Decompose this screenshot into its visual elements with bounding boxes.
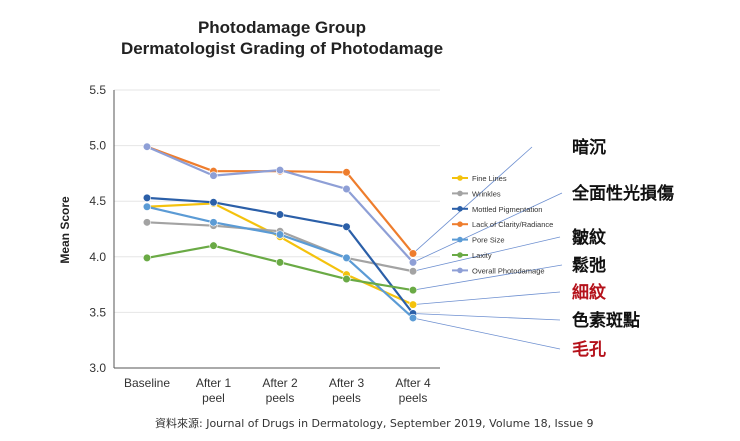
legend-item-lack-of-clarity-radiance: Lack of Clarity/Radiance xyxy=(452,220,553,229)
legend-item-laxity: Laxity xyxy=(452,251,492,260)
annotation-label-1: 暗沉 xyxy=(572,137,606,158)
data-point xyxy=(275,258,285,267)
legend-label: Wrinkles xyxy=(472,189,501,198)
data-point xyxy=(408,249,418,258)
legend-swatch-marker xyxy=(457,252,463,258)
annotation-label-6: 色素斑點 xyxy=(572,310,640,331)
legend-label: Lack of Clarity/Radiance xyxy=(472,220,553,229)
series-mottled-pigmentation xyxy=(142,193,418,318)
series-laxity xyxy=(142,241,418,295)
data-point xyxy=(142,142,152,151)
x-tick-label: After 2 xyxy=(262,376,298,390)
annotation-leader-2 xyxy=(412,192,563,263)
data-point xyxy=(142,253,152,263)
legend-swatch-marker xyxy=(457,236,463,243)
annotation-leader-4 xyxy=(412,264,563,291)
y-tick-label: 4.0 xyxy=(89,250,106,264)
legend-item-overall-photodamage: Overall Photodamage xyxy=(452,266,545,275)
data-point xyxy=(342,184,351,194)
source-citation: 資料來源: Journal of Drugs in Dermatology, S… xyxy=(155,416,594,430)
annotation-leader-lines xyxy=(412,146,563,350)
chart-title-line-1: Photodamage Group xyxy=(198,18,366,37)
x-tick-label: peels xyxy=(332,391,361,405)
y-tick-label: 5.5 xyxy=(89,83,106,97)
annotation-leader-3 xyxy=(412,236,561,272)
annotation-label-2: 全面性光損傷 xyxy=(571,183,674,204)
series-pore-size xyxy=(142,202,418,323)
data-point xyxy=(342,274,351,284)
annotation-leader-1 xyxy=(412,146,533,254)
x-tick-label: After 4 xyxy=(395,376,431,390)
data-point xyxy=(342,253,351,263)
legend-item-wrinkles: Wrinkles xyxy=(452,189,501,198)
data-point xyxy=(275,210,285,219)
annotation-label-3: 皺紋 xyxy=(571,227,606,248)
y-tick-label: 4.5 xyxy=(89,194,106,208)
chart-legend: Fine Lines Wrinkles Mottled Pigmentation La… xyxy=(452,174,553,275)
data-point xyxy=(209,198,218,207)
annotation-label-5: 細紋 xyxy=(572,282,606,303)
data-point xyxy=(342,222,351,231)
legend-swatch-marker xyxy=(457,175,463,181)
data-point xyxy=(408,286,418,295)
y-tick-label: 3.5 xyxy=(89,305,106,319)
annotation-label-4: 鬆弛 xyxy=(572,255,606,276)
data-point xyxy=(408,267,418,276)
legend-item-mottled-pigmentation: Mottled Pigmentation xyxy=(452,205,542,214)
x-tick-label: After 1 xyxy=(196,376,232,390)
annotation-leader-5 xyxy=(412,291,561,306)
data-point xyxy=(408,300,418,309)
legend-label: Mottled Pigmentation xyxy=(472,205,542,214)
data-point xyxy=(342,168,351,177)
y-axis-ticks: 3.0 3.5 4.0 4.5 5.0 5.5 xyxy=(89,83,106,375)
data-point xyxy=(275,230,285,239)
y-axis-label: Mean Score xyxy=(58,196,72,264)
x-tick-label: Baseline xyxy=(124,376,170,390)
legend-label: Overall Photodamage xyxy=(472,266,545,275)
series-line xyxy=(146,244,414,292)
legend-item-pore-size: Pore Size xyxy=(452,236,505,245)
data-point xyxy=(142,193,152,202)
legend-label: Pore Size xyxy=(472,236,505,245)
data-point xyxy=(209,218,218,227)
x-tick-label: peels xyxy=(399,391,428,405)
legend-swatch-marker xyxy=(457,206,463,212)
data-point xyxy=(275,165,285,175)
x-tick-label: After 3 xyxy=(329,376,365,390)
y-tick-label: 3.0 xyxy=(89,361,106,375)
legend-label: Laxity xyxy=(472,251,492,260)
chart-title-line-2: Dermatologist Grading of Photodamage xyxy=(121,39,443,58)
legend-swatch-marker xyxy=(457,190,463,197)
legend-swatch-marker xyxy=(457,221,463,227)
legend-swatch-marker xyxy=(457,267,463,274)
data-point xyxy=(142,218,152,227)
x-tick-label: peels xyxy=(266,391,295,405)
data-point xyxy=(142,202,152,211)
y-tick-label: 5.0 xyxy=(89,139,106,153)
legend-label: Fine Lines xyxy=(472,174,507,183)
annotation-leader-7 xyxy=(412,317,561,350)
data-point xyxy=(209,171,218,180)
data-point xyxy=(408,313,418,323)
chart-gridlines xyxy=(114,89,440,369)
legend-item-fine-lines: Fine Lines xyxy=(452,174,507,183)
chart-series xyxy=(142,142,418,323)
data-point xyxy=(209,241,218,250)
x-tick-label: peel xyxy=(202,391,225,405)
annotation-label-7: 毛孔 xyxy=(572,339,606,360)
series-overall-photodamage xyxy=(142,142,418,267)
annotation-leader-6 xyxy=(412,313,561,321)
data-point xyxy=(408,258,418,267)
